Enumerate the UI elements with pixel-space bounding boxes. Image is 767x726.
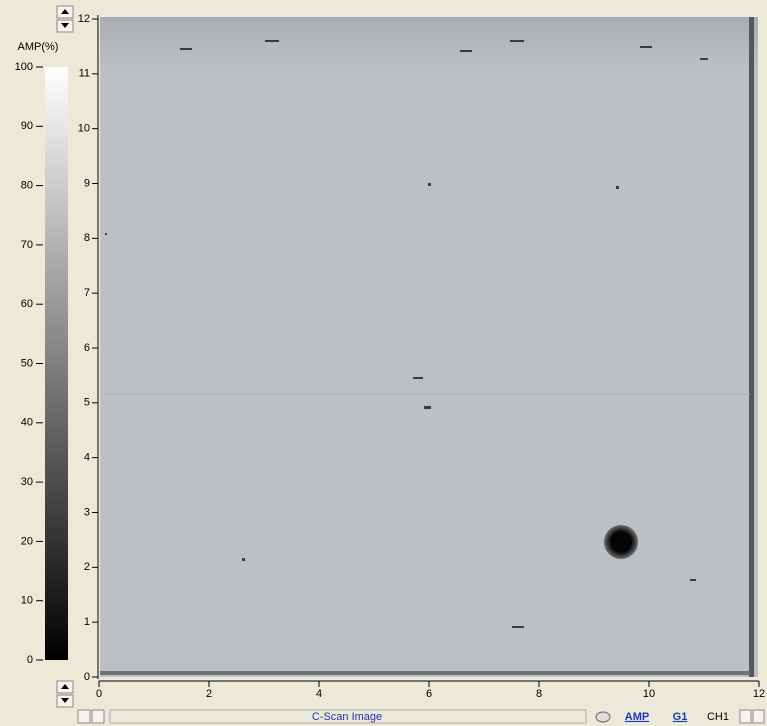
y-tick-label: 9 (84, 177, 90, 189)
toggle-icon[interactable] (596, 712, 610, 722)
y-tick-label: 1 (84, 616, 90, 628)
image-region (100, 17, 758, 69)
image-region (100, 671, 750, 675)
x-tick-label: 2 (206, 688, 212, 700)
colorbar-tick-label: 20 (21, 535, 33, 547)
channel-button[interactable]: CH1 (707, 711, 729, 723)
colorbar-tick-label: 90 (21, 120, 33, 132)
colorbar-tick-label: 40 (21, 417, 33, 429)
x-tick-label: 0 (96, 688, 102, 700)
mode-button[interactable]: AMP (625, 711, 649, 723)
scroll-right-button[interactable] (92, 710, 104, 723)
y-tick-label: 8 (84, 232, 90, 244)
scroll-left-button[interactable] (740, 710, 751, 723)
colorbar-tick-label: 50 (21, 357, 33, 369)
y-tick-label: 2 (84, 561, 90, 573)
x-tick-label: 12 (753, 688, 765, 700)
colorbar (45, 67, 68, 660)
cscan-window: AMP(%) 010203040506070809010001234567891… (0, 0, 767, 726)
y-tick-label: 6 (84, 342, 90, 354)
y-tick-label: 11 (79, 68, 90, 80)
colorbar-tick-label: 10 (21, 595, 33, 607)
y-tick-label: 12 (78, 13, 90, 25)
x-tick-label: 4 (316, 688, 322, 700)
x-tick-label: 8 (536, 688, 542, 700)
colorbar-tick-label: 30 (21, 476, 33, 488)
x-tick-label: 6 (426, 688, 432, 700)
colorbar-label: AMP(%) (18, 41, 59, 53)
gate-button[interactable]: G1 (673, 711, 688, 723)
defect-spot (604, 525, 638, 559)
y-tick-label: 4 (84, 452, 90, 464)
colorbar-tick-label: 80 (21, 180, 33, 192)
colorbar-tick-label: 0 (27, 654, 33, 666)
y-tick-label: 7 (84, 287, 90, 299)
colorbar-tick-label: 60 (21, 298, 33, 310)
y-tick-label: 0 (84, 671, 90, 683)
y-tick-label: 5 (84, 397, 90, 409)
scroll-left-button[interactable] (78, 710, 90, 723)
y-tick-label: 3 (84, 506, 90, 518)
cscan-image (100, 17, 758, 677)
colorbar-tick-label: 100 (15, 61, 33, 73)
x-tick-label: 10 (643, 688, 655, 700)
colorbar-tick-label: 70 (21, 239, 33, 251)
y-tick-label: 10 (78, 123, 90, 135)
image-region (749, 17, 754, 677)
status-title: C-Scan Image (312, 711, 382, 723)
scroll-right-button[interactable] (753, 710, 764, 723)
